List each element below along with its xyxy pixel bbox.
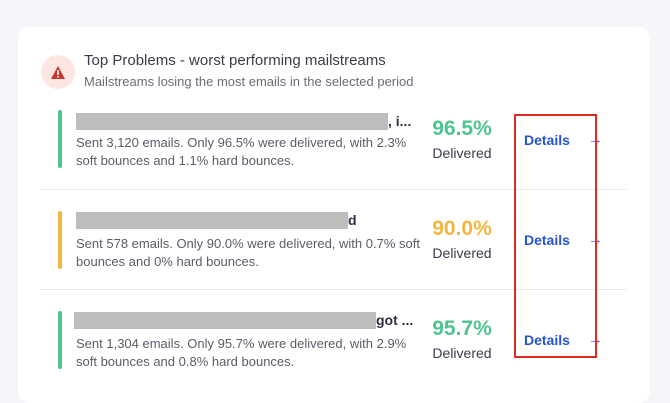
- list-item: [40, 91, 626, 190]
- delivered-percent: 96.5%: [432, 117, 492, 140]
- details-label: Details: [524, 331, 570, 348]
- warning-icon: [41, 55, 75, 89]
- mailstream-name: d: [76, 211, 357, 229]
- redacted-text: [74, 311, 376, 329]
- list-item: [40, 191, 626, 290]
- highlight-box: [514, 114, 597, 358]
- mailstream-name: got ...: [74, 311, 413, 329]
- details-label: Details: [524, 231, 570, 248]
- mailstream-name-suffix: got ...: [376, 312, 414, 328]
- delivered-label: Delivered: [432, 245, 492, 261]
- mailstream-description: Sent 1,304 emails. Only 95.7% were deliv…: [76, 336, 407, 369]
- mailstream-description: Sent 578 emails. Only 90.0% were deliver…: [76, 236, 420, 269]
- redacted-text: [76, 211, 348, 229]
- status-bar: [58, 110, 62, 168]
- card-subtitle: Mailstreams losing the most emails in th…: [84, 74, 414, 89]
- details-button[interactable]: Details →: [524, 331, 603, 348]
- mailstream-name-suffix: d: [348, 212, 357, 228]
- mailstream-name: , i...: [76, 112, 411, 130]
- delivered-percent: 95.7%: [432, 317, 492, 340]
- mailstream-name-suffix: , i...: [388, 113, 412, 129]
- mailstream-description: Sent 3,120 emails. Only 96.5% were deliv…: [76, 135, 407, 168]
- delivered-label: Delivered: [432, 145, 492, 161]
- delivered-label: Delivered: [432, 345, 492, 361]
- details-label: Details: [524, 131, 570, 148]
- status-bar: [58, 311, 62, 369]
- redacted-text: [76, 112, 388, 130]
- delivered-percent: 90.0%: [432, 217, 492, 240]
- card-title: Top Problems - worst performing mailstre…: [84, 52, 386, 69]
- status-bar: [58, 211, 62, 269]
